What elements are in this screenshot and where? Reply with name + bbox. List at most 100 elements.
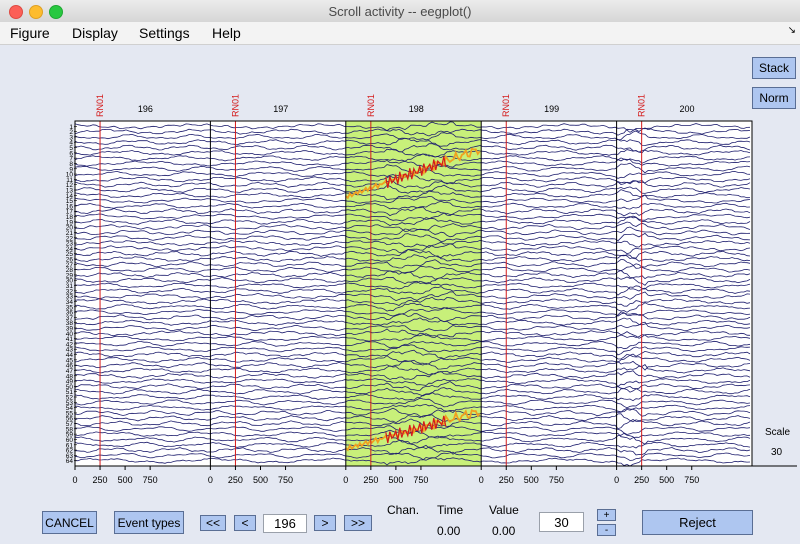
channel-label: 21 <box>66 230 74 237</box>
minimize-window-button[interactable] <box>29 5 43 19</box>
channel-trace <box>74 397 751 409</box>
channel-trace <box>74 377 751 388</box>
channel-label: 25 <box>66 251 74 258</box>
channel-trace <box>74 127 751 137</box>
spacing-decrease-button[interactable]: - <box>597 524 616 536</box>
channel-trace <box>74 451 751 461</box>
channel-trace <box>74 432 751 445</box>
epoch-position-input[interactable] <box>263 514 307 533</box>
scroll-forward-fast-button[interactable]: >> <box>344 515 372 531</box>
channel-trace <box>74 321 751 332</box>
channel-trace <box>75 457 751 467</box>
menu-figure[interactable]: Figure <box>10 25 50 41</box>
x-tick-label: 750 <box>143 475 158 485</box>
event-label: RN01 <box>230 94 240 117</box>
menu-settings[interactable]: Settings <box>139 25 190 41</box>
channel-label: 33 <box>66 294 74 301</box>
channel-label: 40 <box>66 331 74 338</box>
channel-label: 36 <box>66 310 74 317</box>
channel-label: 27 <box>66 262 74 269</box>
reject-button[interactable]: Reject <box>642 510 753 535</box>
channel-label: 22 <box>66 235 74 242</box>
plot-frame <box>74 120 753 467</box>
channel-trace <box>74 206 751 217</box>
x-tick-label: 500 <box>253 475 268 485</box>
close-window-button[interactable] <box>9 5 23 19</box>
scale-label: Scale <box>765 427 791 438</box>
channel-trace <box>74 413 751 424</box>
x-tick-label: 250 <box>363 475 378 485</box>
channel-trace <box>74 130 751 141</box>
x-tick-label: 750 <box>549 475 564 485</box>
scroll-back-fast-button[interactable]: << <box>200 515 226 531</box>
cancel-button[interactable]: CANCEL <box>42 511 97 534</box>
channel-label: 56 <box>66 416 74 423</box>
channel-label: 17 <box>66 209 74 216</box>
channel-trace <box>74 291 751 302</box>
spacing-increase-button[interactable]: + <box>597 509 616 521</box>
channel-label: 3 <box>69 134 73 141</box>
channel-trace <box>74 239 751 248</box>
channel-label: 9 <box>69 166 73 173</box>
channel-trace <box>74 212 751 222</box>
channel-label: 13 <box>66 188 74 195</box>
channel-label: 53 <box>66 400 74 407</box>
channel-label: 38 <box>66 320 74 327</box>
channel-trace <box>74 354 751 365</box>
scroll-back-button[interactable]: < <box>234 515 256 531</box>
channel-label: 57 <box>66 421 74 428</box>
channel-label: 23 <box>66 241 74 248</box>
spacing-input[interactable] <box>539 512 584 532</box>
channel-trace <box>74 391 751 402</box>
epoch-label: 200 <box>679 104 694 114</box>
channel-trace <box>74 317 751 326</box>
channel-trace <box>74 263 751 274</box>
x-tick-label: 250 <box>228 475 243 485</box>
channel-label: 32 <box>66 288 74 295</box>
channel-trace <box>75 370 751 380</box>
channel-label: 37 <box>66 315 74 322</box>
channel-trace <box>74 381 751 393</box>
channel-label: 20 <box>66 225 74 232</box>
scale-value: 30 <box>771 447 783 458</box>
channel-trace <box>74 216 751 226</box>
channel-label: 34 <box>66 299 74 306</box>
channel-trace <box>74 194 751 204</box>
scroll-forward-button[interactable]: > <box>314 515 336 531</box>
channel-label: 35 <box>66 304 74 311</box>
event-types-button[interactable]: Event types <box>114 511 184 534</box>
channel-label: 24 <box>66 246 74 253</box>
channel-label: 48 <box>66 373 74 380</box>
x-tick-label: 750 <box>278 475 293 485</box>
channel-label: 59 <box>66 432 74 439</box>
channel-trace <box>74 184 751 194</box>
window-title: Scroll activity -- eegplot() <box>328 4 472 19</box>
menu-help[interactable]: Help <box>212 25 241 41</box>
title-bar: Scroll activity -- eegplot() <box>0 0 800 23</box>
channel-label: 50 <box>66 384 74 391</box>
channel-trace <box>75 333 751 342</box>
channel-trace <box>74 349 751 360</box>
channel-trace <box>74 311 751 323</box>
channel-label: 8 <box>69 161 73 168</box>
x-tick-label: 500 <box>118 475 133 485</box>
eeg-plot-area[interactable]: RN01 196 RN01 197 RN01 198 RN01 199 RN01 200 0 250… <box>0 45 800 495</box>
channel-label: 64 <box>66 458 74 465</box>
x-tick-label: 0 <box>208 475 213 485</box>
x-tick-label: 0 <box>72 475 77 485</box>
chan-label: Chan. <box>387 503 420 517</box>
toolbar-toggle-arrow-icon[interactable]: ↘ <box>787 25 796 36</box>
channel-trace <box>74 360 751 371</box>
channel-trace <box>74 254 751 263</box>
channel-trace <box>74 232 751 242</box>
channel-label: 12 <box>66 182 74 189</box>
channel-trace <box>74 407 751 418</box>
stack-button[interactable]: Stack <box>752 57 796 79</box>
menu-display[interactable]: Display <box>72 25 118 41</box>
channel-trace <box>74 344 751 356</box>
norm-button[interactable]: Norm <box>752 87 796 109</box>
maximize-window-button[interactable] <box>49 5 63 19</box>
epoch-label: 197 <box>273 104 288 114</box>
channel-trace <box>74 180 751 189</box>
time-readout: 0.00 <box>437 524 461 538</box>
